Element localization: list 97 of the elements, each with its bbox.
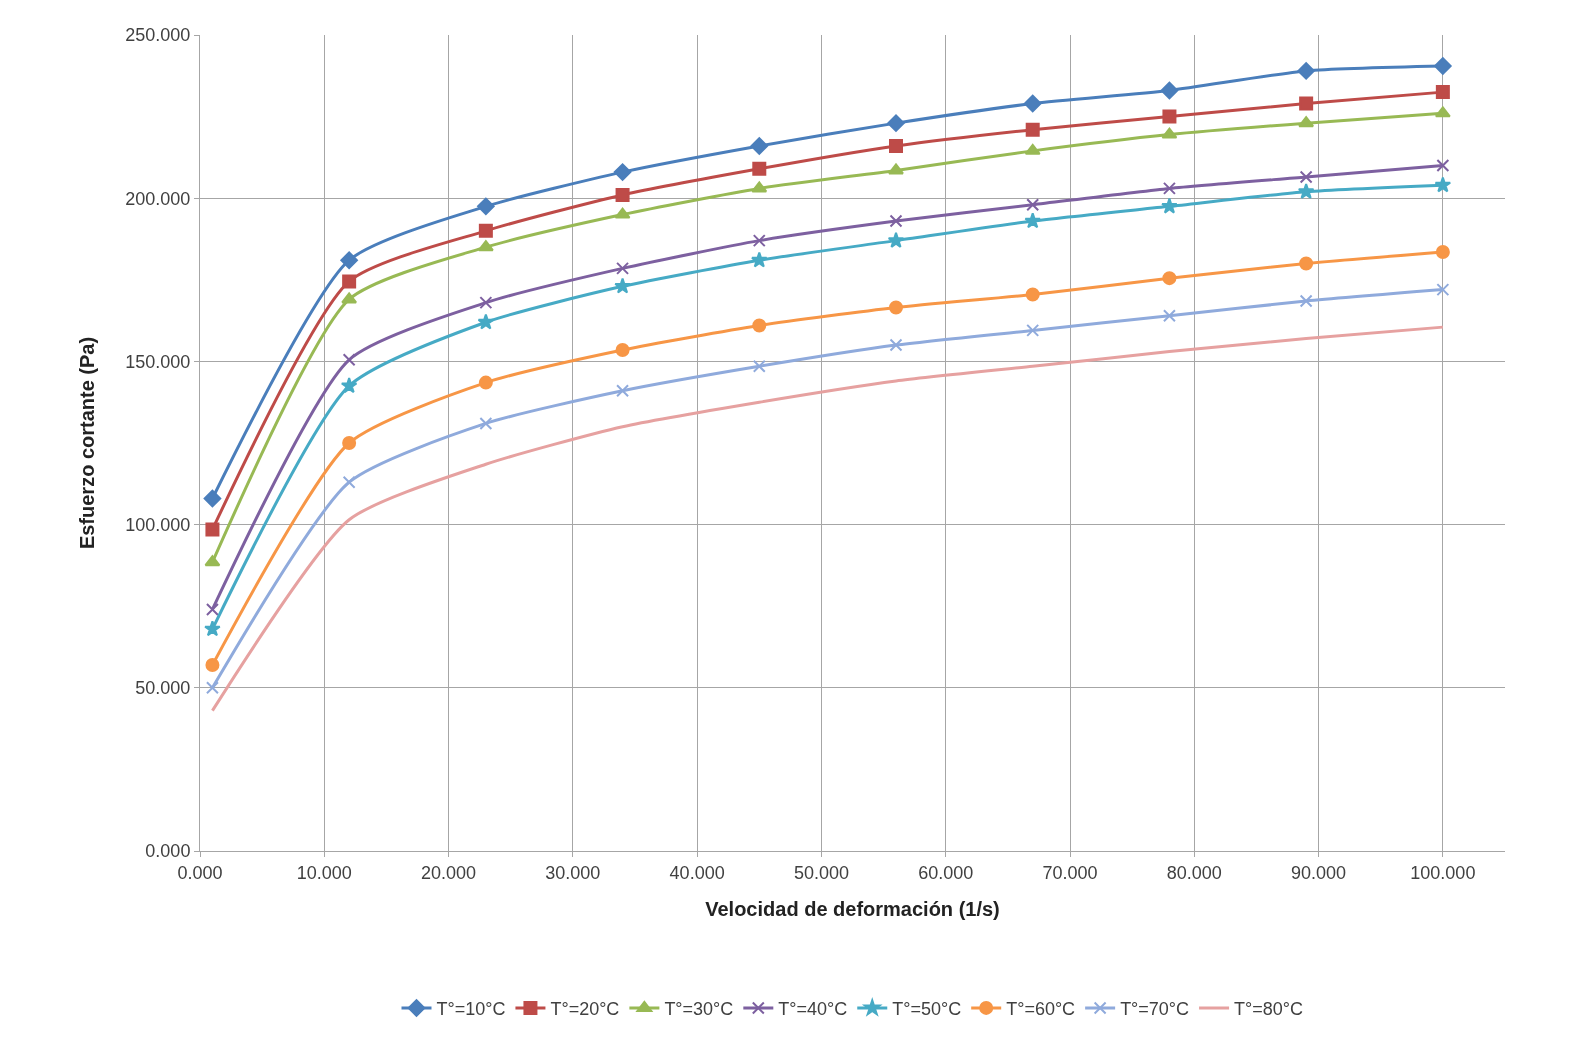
point xyxy=(1297,62,1315,80)
point xyxy=(478,223,493,238)
legend-label: T°=10°C xyxy=(436,998,506,1019)
x-tick-label: 100.000 xyxy=(1410,862,1476,883)
point xyxy=(1023,94,1042,113)
x-tick-label: 10.000 xyxy=(296,862,352,883)
point xyxy=(205,602,219,616)
point xyxy=(205,522,220,537)
point xyxy=(752,234,766,248)
x-tick-label: 40.000 xyxy=(669,862,725,883)
y-tick-label: 50.000 xyxy=(135,678,191,699)
point xyxy=(205,657,220,672)
point xyxy=(750,137,769,155)
x-tick-label: 30.000 xyxy=(545,862,601,883)
point xyxy=(1026,198,1040,212)
point xyxy=(1162,181,1176,195)
point xyxy=(752,318,767,333)
point xyxy=(1434,176,1452,193)
point xyxy=(478,375,493,390)
point xyxy=(889,338,903,352)
point xyxy=(1297,182,1315,199)
point xyxy=(1435,85,1450,100)
y-tick-label: 200.000 xyxy=(125,188,191,209)
x-tick-label: 70.000 xyxy=(1042,862,1098,883)
x-tick-label: 0.000 xyxy=(177,862,223,883)
point xyxy=(1025,287,1040,302)
point xyxy=(888,163,904,175)
point xyxy=(204,555,221,567)
x-tick-label: 80.000 xyxy=(1166,862,1222,883)
point xyxy=(889,214,903,228)
point xyxy=(614,207,631,219)
point xyxy=(615,342,630,357)
x-tick-label: 90.000 xyxy=(1291,862,1347,883)
point xyxy=(477,240,494,252)
legend-label: T°=20°C xyxy=(550,998,620,1019)
point xyxy=(1024,212,1042,229)
y-tick-label: 0.000 xyxy=(145,841,191,862)
x-tick-label: 20.000 xyxy=(421,862,477,883)
legend-label: T°=80°C xyxy=(1234,998,1303,1019)
point xyxy=(1434,57,1452,75)
point xyxy=(203,489,222,508)
point xyxy=(750,251,768,268)
legend-label: T°=60°C xyxy=(1006,998,1076,1019)
point xyxy=(889,300,903,315)
point xyxy=(1299,256,1314,271)
point xyxy=(341,292,358,304)
point xyxy=(477,313,495,330)
legend-label: T°=40°C xyxy=(778,998,848,1019)
point xyxy=(204,620,221,637)
point xyxy=(205,681,219,695)
point xyxy=(340,251,358,270)
point xyxy=(1161,197,1178,214)
point xyxy=(479,296,493,310)
point xyxy=(1299,170,1313,184)
point xyxy=(1161,127,1178,139)
point xyxy=(1436,159,1450,173)
point xyxy=(1160,81,1179,100)
point xyxy=(342,274,357,289)
point xyxy=(887,231,905,248)
point xyxy=(342,475,356,489)
point xyxy=(1299,294,1313,308)
point xyxy=(751,181,768,193)
point xyxy=(342,353,356,367)
point xyxy=(1299,96,1314,111)
point xyxy=(1298,116,1315,128)
y-tick-label: 150.000 xyxy=(125,351,191,372)
point xyxy=(752,359,766,373)
point xyxy=(1162,309,1176,323)
point xyxy=(887,114,905,132)
point xyxy=(1024,143,1041,155)
legend-label: T°=30°C xyxy=(664,998,734,1019)
point xyxy=(1025,122,1040,137)
legend-label: T°=70°C xyxy=(1120,998,1190,1019)
point xyxy=(616,384,630,398)
x-axis-title: Velocidad de deformación (1/s) xyxy=(705,898,1000,921)
point xyxy=(1026,323,1040,337)
y-axis-title: Esfuerzo cortante (Pa) xyxy=(75,336,98,550)
point xyxy=(477,197,495,216)
point xyxy=(614,277,631,294)
point xyxy=(752,161,767,176)
point xyxy=(1162,271,1177,286)
point xyxy=(340,377,358,394)
point xyxy=(613,163,632,181)
point xyxy=(479,416,493,430)
point xyxy=(616,261,630,275)
point xyxy=(615,187,630,202)
point xyxy=(889,138,903,153)
point xyxy=(1434,106,1451,118)
y-tick-label: 250.000 xyxy=(125,25,191,46)
point xyxy=(342,436,357,450)
point xyxy=(1435,245,1450,260)
x-tick-label: 50.000 xyxy=(793,862,849,883)
x-tick-label: 60.000 xyxy=(918,862,974,883)
legend-label: T°=50°C xyxy=(892,998,962,1019)
point xyxy=(1162,109,1177,124)
y-tick-label: 100.000 xyxy=(125,514,191,535)
point xyxy=(1436,283,1450,297)
